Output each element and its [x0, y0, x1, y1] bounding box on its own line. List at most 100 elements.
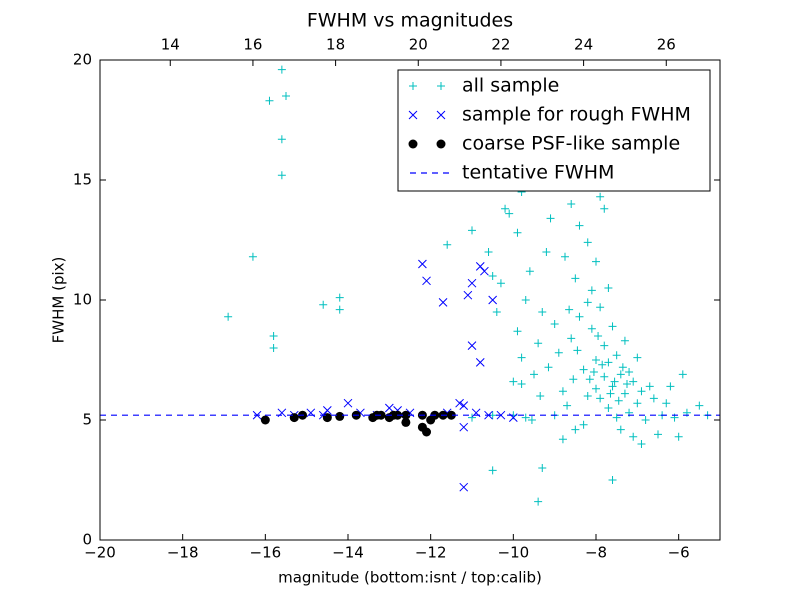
plus-marker: [513, 228, 522, 237]
plus-marker: [592, 384, 600, 393]
plus-marker: [616, 425, 625, 434]
legend-label: tentative FWHM: [462, 162, 614, 184]
plus-marker: [695, 401, 704, 410]
plus-marker: [585, 375, 594, 384]
plus-marker: [534, 497, 543, 506]
plus-marker: [600, 204, 609, 213]
plus-marker: [563, 401, 572, 410]
x-marker: [467, 278, 477, 288]
plus-marker: [561, 252, 569, 261]
plus-marker: [583, 238, 592, 247]
legend-marker: [408, 139, 418, 149]
plus-marker: [598, 360, 607, 369]
y-tick-label: 0: [82, 531, 92, 549]
legend-marker: [409, 82, 417, 90]
plus-marker: [565, 305, 574, 314]
plus-marker: [674, 432, 683, 441]
plus-marker: [592, 356, 600, 364]
plus-marker: [596, 303, 605, 312]
x-axis-label: magnitude (bottom:isnt / top:calib): [278, 569, 542, 587]
plus-marker: [530, 370, 538, 379]
plus-marker: [633, 353, 642, 362]
plus-marker: [501, 204, 510, 213]
legend-marker: [408, 110, 418, 120]
plus-marker: [579, 365, 588, 374]
plus-marker: [608, 322, 617, 331]
plus-marker: [282, 92, 290, 100]
y-axis-label: FWHM (pix): [50, 257, 68, 344]
dot-marker: [289, 413, 299, 423]
plus-marker: [558, 387, 567, 396]
legend-box: [397, 69, 711, 192]
dot-marker: [401, 417, 411, 427]
plus-marker: [589, 368, 598, 376]
plus-marker: [517, 380, 526, 388]
plus-marker: [620, 389, 629, 398]
plus-marker: [594, 332, 603, 340]
plus-marker: [550, 320, 559, 328]
x-marker: [475, 358, 485, 367]
x-marker: [322, 406, 332, 415]
plus-marker: [575, 221, 584, 230]
plus-marker: [534, 339, 543, 348]
plus-marker: [527, 416, 536, 424]
plus-marker: [604, 404, 613, 412]
plus-marker: [265, 96, 274, 105]
plus-marker: [654, 430, 662, 439]
plus-marker: [641, 416, 650, 424]
plus-marker: [443, 240, 452, 249]
dot-marker: [422, 427, 432, 437]
plus-marker: [567, 200, 576, 208]
dot-marker: [335, 411, 345, 421]
x2-tick-label: 26: [657, 36, 676, 54]
plus-marker: [335, 305, 344, 314]
x-marker: [455, 398, 464, 408]
plus-marker: [277, 171, 286, 180]
legend-marker: [437, 82, 445, 90]
dot-marker: [446, 410, 456, 420]
legend: all sample sample for rough FWHM coarse PS…: [397, 69, 711, 192]
plus-marker: [513, 327, 522, 336]
plus-marker: [224, 312, 233, 321]
plus-marker: [509, 377, 518, 386]
plus-marker: [573, 346, 582, 355]
plus-marker: [633, 399, 642, 408]
x-marker: [488, 295, 498, 305]
plus-marker: [567, 334, 576, 343]
x-tick-label: −20: [84, 544, 116, 562]
plus-marker: [606, 389, 615, 398]
plus-marker: [666, 382, 675, 391]
plus-marker: [575, 312, 584, 321]
plus-marker: [678, 370, 687, 379]
x2-tick-label: 14: [161, 36, 180, 54]
plus-marker: [335, 293, 344, 302]
x2-tick-label: 24: [574, 36, 593, 54]
x-marker: [418, 259, 427, 269]
y-tick-label: 20: [73, 51, 92, 69]
x-tick-label: −8: [585, 544, 607, 562]
plus-marker: [544, 363, 553, 372]
dot-marker: [260, 415, 270, 425]
plus-marker: [618, 363, 627, 372]
y-tick-label: 10: [73, 291, 92, 309]
plus-marker: [277, 65, 286, 74]
dot-marker: [322, 413, 332, 423]
plus-marker: [525, 267, 534, 276]
dot-marker: [376, 410, 386, 420]
plus-marker: [468, 413, 476, 422]
plus-marker: [608, 476, 617, 484]
plus-marker: [538, 308, 547, 316]
x-marker: [459, 482, 469, 492]
x-marker: [384, 403, 394, 413]
plus-marker: [583, 298, 592, 307]
plus-marker: [596, 192, 605, 201]
plus-marker: [592, 257, 600, 266]
plus-marker: [484, 248, 493, 256]
x-marker: [343, 398, 353, 408]
plus-marker: [542, 248, 551, 256]
legend-marker: [436, 139, 446, 149]
plus-marker: [492, 308, 501, 316]
plus-marker: [269, 344, 278, 352]
